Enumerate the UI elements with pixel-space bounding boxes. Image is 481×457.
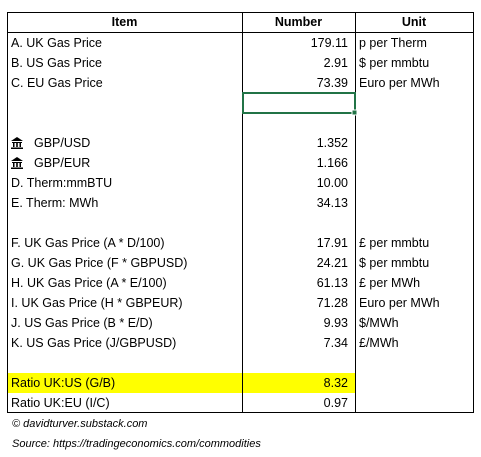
- item-cell: GBP/EUR: [34, 156, 91, 170]
- unit-cell: p per Therm: [359, 36, 427, 50]
- item-cell: C. EU Gas Price: [11, 76, 103, 90]
- unit-cell: $/MWh: [359, 316, 399, 330]
- number-cell: 71.28: [316, 296, 348, 310]
- number-cell: 10.00: [316, 176, 348, 190]
- item-cell: Ratio UK:EU (I/C): [11, 396, 110, 410]
- item-cell: GBP/USD: [34, 136, 91, 150]
- unit-cell: £/MWh: [359, 336, 399, 350]
- number-cell: 8.32: [323, 376, 348, 390]
- item-cell: Ratio UK:US (G/B): [11, 376, 116, 390]
- item-cell: H. UK Gas Price (A * E/100): [11, 276, 167, 290]
- item-cell: D. Therm:mmBTU: [11, 176, 113, 190]
- source: Source: https://tradingeconomics.com/com…: [12, 438, 261, 450]
- bank-icon: [11, 157, 23, 169]
- number-cell: 1.352: [316, 136, 348, 150]
- header-cell: Unit: [401, 15, 427, 29]
- item-cell: G. UK Gas Price (F * GBPUSD): [11, 256, 188, 270]
- unit-cell: $ per mmbtu: [359, 56, 430, 70]
- item-cell: A. UK Gas Price: [11, 36, 102, 50]
- copyright: © davidturver.substack.com: [12, 418, 148, 430]
- item-cell: F. UK Gas Price (A * D/100): [11, 236, 165, 250]
- unit-cell: £ per mmbtu: [359, 236, 430, 250]
- number-cell: 73.39: [316, 76, 348, 90]
- highlight: [7, 373, 355, 393]
- table-border: [7, 12, 474, 413]
- number-cell: 1.166: [316, 156, 348, 170]
- number-cell: 24.21: [316, 256, 348, 270]
- bank-icon: [11, 137, 23, 149]
- unit-cell: £ per MWh: [359, 276, 421, 290]
- number-cell: 179.11: [310, 36, 348, 50]
- number-cell: 0.97: [323, 396, 348, 410]
- number-cell: 2.91: [323, 56, 348, 70]
- selected-cell[interactable]: [242, 92, 356, 114]
- number-cell: 61.13: [316, 276, 348, 290]
- number-cell: 34.13: [316, 196, 348, 210]
- item-cell: E. Therm: MWh: [11, 196, 99, 210]
- header-cell: Number: [274, 15, 323, 29]
- number-cell: 7.34: [323, 336, 348, 350]
- number-cell: 17.91: [316, 236, 348, 250]
- item-cell: K. US Gas Price (J/GBPUSD): [11, 336, 177, 350]
- number-cell: 9.93: [323, 316, 348, 330]
- unit-cell: Euro per MWh: [359, 76, 440, 90]
- item-cell: J. US Gas Price (B * E/D): [11, 316, 153, 330]
- fill-handle[interactable]: [351, 109, 358, 116]
- item-cell: I. UK Gas Price (H * GBPEUR): [11, 296, 183, 310]
- header-cell: Item: [111, 15, 138, 29]
- item-cell: B. US Gas Price: [11, 56, 102, 70]
- unit-cell: Euro per MWh: [359, 296, 440, 310]
- unit-cell: $ per mmbtu: [359, 256, 430, 270]
